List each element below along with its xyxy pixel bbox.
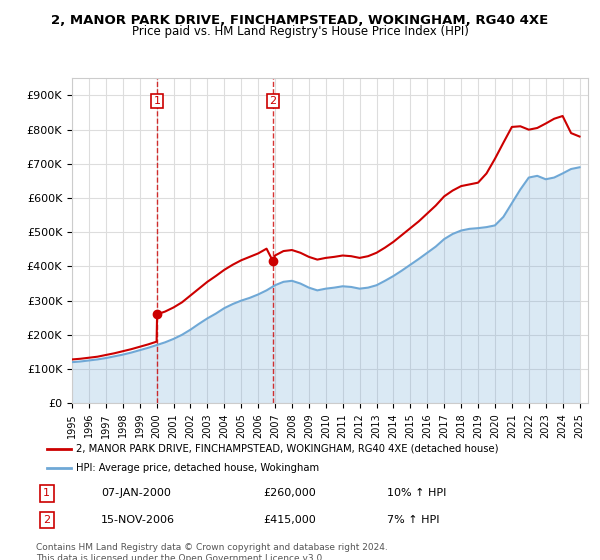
Text: £415,000: £415,000: [263, 515, 316, 525]
Text: 2: 2: [43, 515, 50, 525]
Text: 1: 1: [43, 488, 50, 498]
Text: Contains HM Land Registry data © Crown copyright and database right 2024.
This d: Contains HM Land Registry data © Crown c…: [36, 543, 388, 560]
Text: 10% ↑ HPI: 10% ↑ HPI: [387, 488, 446, 498]
Text: 2, MANOR PARK DRIVE, FINCHAMPSTEAD, WOKINGHAM, RG40 4XE: 2, MANOR PARK DRIVE, FINCHAMPSTEAD, WOKI…: [52, 14, 548, 27]
Text: 1: 1: [154, 96, 161, 106]
Text: 7% ↑ HPI: 7% ↑ HPI: [387, 515, 439, 525]
Text: Price paid vs. HM Land Registry's House Price Index (HPI): Price paid vs. HM Land Registry's House …: [131, 25, 469, 38]
Text: 2, MANOR PARK DRIVE, FINCHAMPSTEAD, WOKINGHAM, RG40 4XE (detached house): 2, MANOR PARK DRIVE, FINCHAMPSTEAD, WOKI…: [77, 444, 499, 454]
Text: 2: 2: [269, 96, 277, 106]
Text: £260,000: £260,000: [263, 488, 316, 498]
Text: 15-NOV-2006: 15-NOV-2006: [101, 515, 175, 525]
Text: 07-JAN-2000: 07-JAN-2000: [101, 488, 170, 498]
Text: HPI: Average price, detached house, Wokingham: HPI: Average price, detached house, Woki…: [77, 463, 320, 473]
